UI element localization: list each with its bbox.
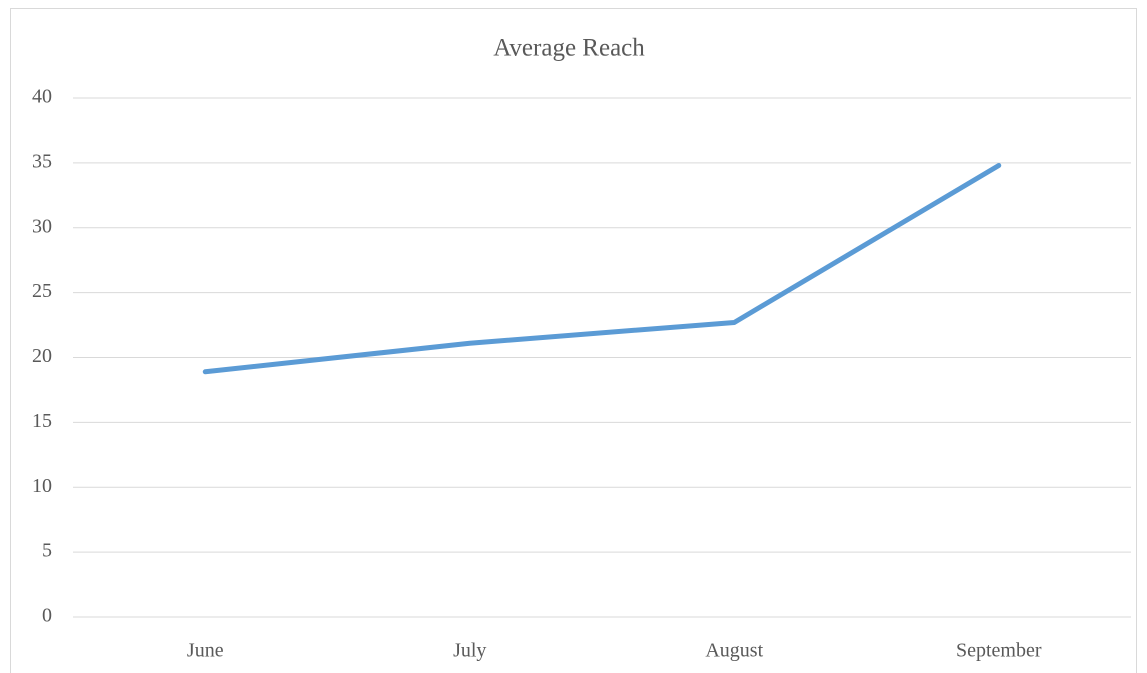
chart-border — [10, 8, 1137, 673]
x-tick-label: August — [705, 640, 763, 662]
chart-title: Average Reach — [493, 35, 645, 62]
y-tick-label: 15 — [32, 410, 52, 432]
y-tick-label: 30 — [32, 215, 52, 237]
line-series — [202, 162, 1002, 375]
y-tick-label: 10 — [32, 475, 52, 497]
y-tick-label: 0 — [42, 605, 52, 627]
y-tick-label: 40 — [32, 86, 52, 108]
y-tick-label: 25 — [32, 280, 52, 302]
x-tick-label: June — [187, 640, 224, 662]
y-tick-label: 5 — [42, 540, 52, 562]
x-tick-label: September — [956, 640, 1042, 662]
y-tick-label: 35 — [32, 150, 52, 172]
y-tick-label: 20 — [32, 345, 52, 367]
x-tick-label: July — [453, 640, 486, 662]
